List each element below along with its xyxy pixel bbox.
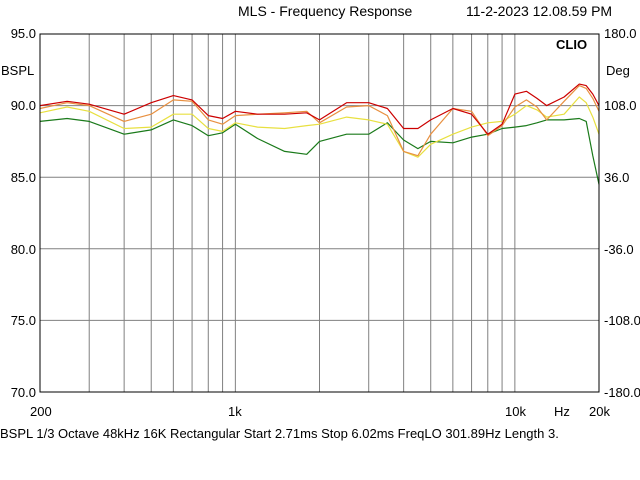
y-tick-label: 75.0	[10, 313, 36, 328]
y2-tick-label: 180.0	[604, 26, 637, 41]
timestamp: 11-2-2023 12.08.59 PM	[466, 3, 613, 19]
response-curve-0	[39, 83, 600, 135]
y-axis-unit-label: BSPL	[1, 63, 35, 78]
y2-tick-label: -180.0	[604, 385, 640, 400]
plot-grid	[40, 34, 599, 392]
y-tick-label: 80.0	[10, 242, 36, 257]
y-tick-label: 70.0	[10, 385, 36, 400]
y-tick-label: 95.0	[10, 26, 36, 41]
x-tick-label: 200	[30, 404, 52, 419]
y2-tick-label: -36.0	[604, 242, 634, 257]
x-tick-label: 20k	[589, 404, 610, 419]
y2-tick-label: 108.0	[604, 98, 637, 113]
measurement-settings-footer: BSPL 1/3 Octave 48kHz 16K Rectangular St…	[0, 426, 559, 441]
x-tick-label: 10k	[505, 404, 526, 419]
response-curve-3	[39, 117, 600, 185]
y2-tick-label: 36.0	[604, 170, 630, 185]
y-tick-label: 90.0	[10, 98, 36, 113]
response-curve-1	[39, 84, 600, 157]
y2-axis-unit-label: Deg	[606, 63, 630, 78]
y2-tick-label: -108.0	[604, 313, 640, 328]
x-axis-unit-label: Hz	[554, 404, 570, 419]
y-tick-label: 85.0	[10, 170, 36, 185]
chart-title: MLS - Frequency Response	[238, 3, 413, 19]
clio-brand-label: CLIO	[556, 37, 588, 52]
plot-frame	[39, 33, 600, 393]
x-tick-label: 1k	[228, 404, 242, 419]
plot-curves	[39, 83, 600, 185]
